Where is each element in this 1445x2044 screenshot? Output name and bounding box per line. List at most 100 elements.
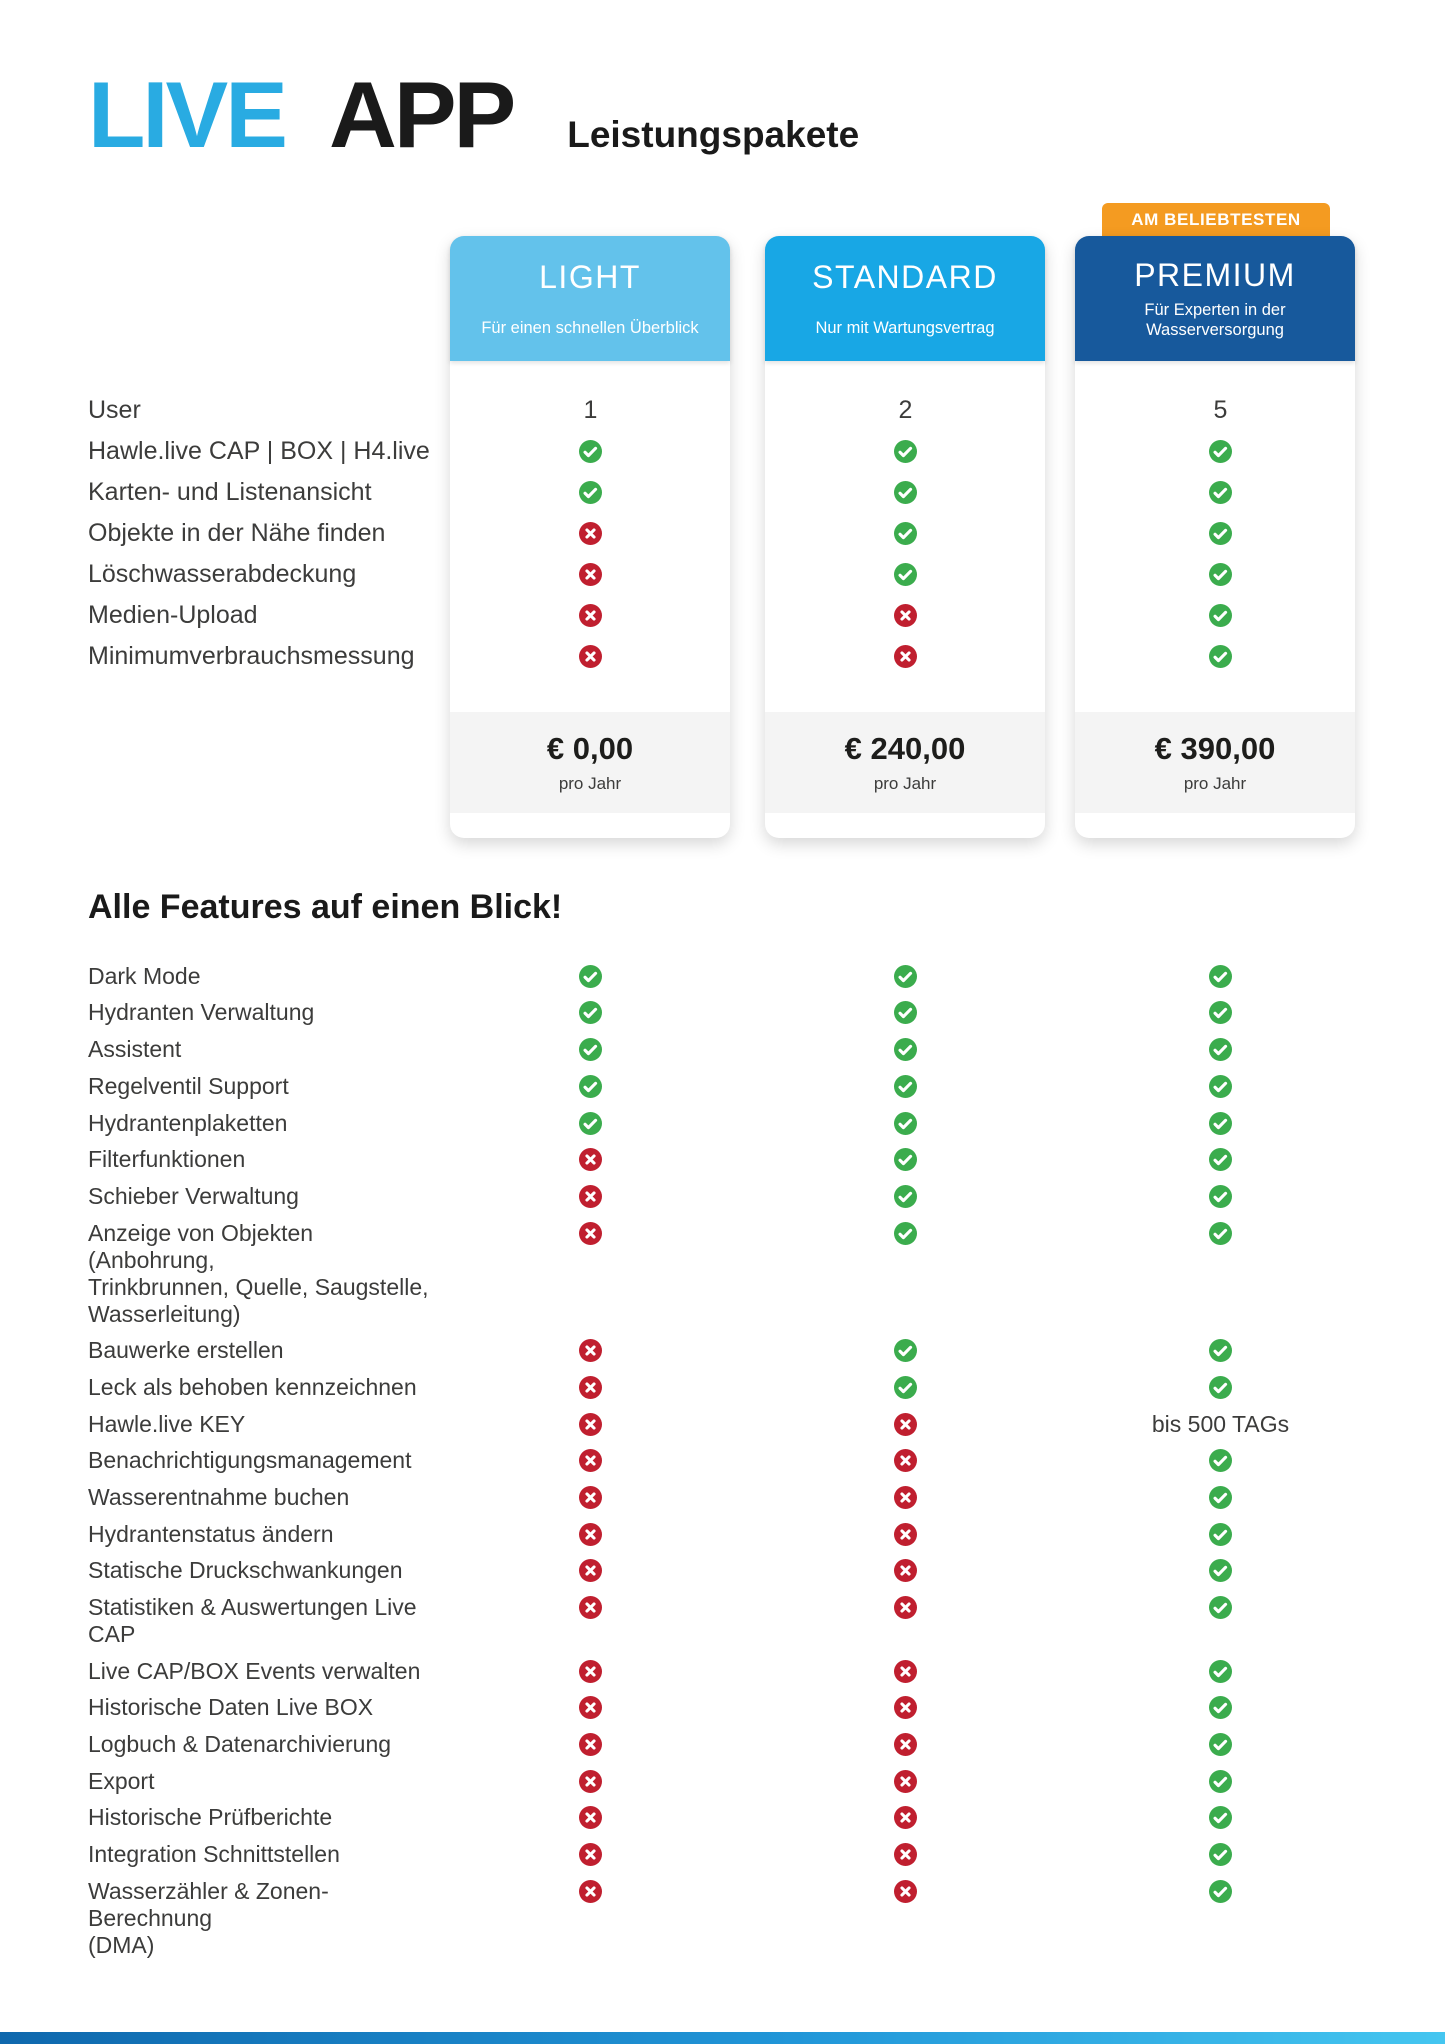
cross-icon	[579, 1221, 602, 1245]
feature-cell	[433, 1146, 748, 1173]
table-row: Wasserzähler & Zonen-Berechnung (DMA)	[0, 1873, 1445, 1964]
check-icon	[894, 1111, 917, 1135]
feature-label: Hawle.live CAP | BOX | H4.live	[88, 437, 430, 465]
feature-cell	[433, 522, 748, 545]
table-row: Statische Druckschwankungen	[0, 1553, 1445, 1590]
cross-icon	[894, 1449, 917, 1473]
feature-cell	[433, 1484, 748, 1511]
cross-icon	[579, 1769, 602, 1793]
feature-cell	[1063, 1146, 1378, 1173]
cross-icon	[579, 1148, 602, 1172]
feature-cell	[1063, 1557, 1378, 1584]
feature-cell	[748, 1337, 1063, 1364]
feature-cell	[1063, 999, 1378, 1026]
feature-cell	[748, 481, 1063, 504]
plan-card-light: LIGHT Für einen schnellen Überblick € 0,…	[450, 236, 730, 838]
table-row: Objekte in der Nähe finden	[0, 513, 1445, 554]
feature-cell	[433, 563, 748, 586]
feature-cell	[748, 645, 1063, 668]
cross-icon	[894, 1769, 917, 1793]
check-icon	[894, 1184, 917, 1208]
feature-cell	[748, 1594, 1063, 1621]
check-icon	[894, 964, 917, 988]
feature-cell	[1063, 963, 1378, 990]
plan-tagline: Für einen schnellen Überblick	[481, 319, 699, 337]
table-row: Karten- und Listenansicht	[0, 472, 1445, 513]
feature-cell	[433, 1557, 748, 1584]
feature-cell	[433, 1521, 748, 1548]
feature-cell	[748, 1374, 1063, 1401]
feature-cell	[1063, 1484, 1378, 1511]
feature-cell	[433, 1110, 748, 1137]
feature-cell	[433, 440, 748, 463]
feature-cell	[748, 1484, 1063, 1511]
plan-header-light: LIGHT Für einen schnellen Überblick	[450, 236, 730, 361]
feature-label: Logbuch & Datenarchivierung	[88, 1730, 392, 1757]
feature-cell	[433, 1374, 748, 1401]
feature-cell	[433, 1036, 748, 1063]
table-row: User 1 2 5	[0, 390, 1445, 431]
check-icon	[1209, 1339, 1232, 1363]
feature-cell	[748, 1841, 1063, 1868]
cross-icon	[579, 1522, 602, 1546]
feature-label: Regelventil Support	[88, 1072, 289, 1099]
table-row: Integration Schnittstellen	[0, 1836, 1445, 1873]
check-icon	[1209, 440, 1232, 463]
check-icon	[579, 440, 602, 463]
feature-cell	[433, 1658, 748, 1685]
plan-price-period: pro Jahr	[873, 774, 937, 793]
feature-cell	[433, 1447, 748, 1474]
check-icon	[1209, 1449, 1232, 1473]
cross-icon	[579, 1485, 602, 1509]
feature-cell	[748, 1768, 1063, 1795]
cross-icon	[579, 604, 602, 627]
feature-cell	[748, 1804, 1063, 1831]
check-icon	[894, 522, 917, 545]
feature-cell	[748, 1878, 1063, 1905]
feature-cell	[433, 1694, 748, 1721]
feature-cell	[433, 963, 748, 990]
feature-cell	[433, 1337, 748, 1364]
plan-tagline: Für Experten in der Wasserversorgung	[1144, 301, 1286, 339]
comparison-table: User 1 2 5 Hawle.live CAP | BOX | H4.live Kar…	[0, 390, 1445, 677]
feature-value: 2	[898, 396, 913, 424]
app-logo: LIVE APP Leistungspakete	[88, 68, 859, 162]
feature-label: Hydrantenplaketten	[88, 1109, 288, 1136]
cross-icon	[579, 1375, 602, 1399]
feature-cell	[1063, 645, 1378, 668]
check-icon	[1209, 481, 1232, 504]
feature-cell	[1063, 522, 1378, 545]
table-row: Wasserentnahme buchen	[0, 1479, 1445, 1516]
plan-name: LIGHT	[539, 259, 641, 295]
feature-cell	[748, 1658, 1063, 1685]
feature-label: Historische Prüfberichte	[88, 1804, 333, 1831]
cross-icon	[894, 1596, 917, 1620]
table-row: Live CAP/BOX Events verwalten	[0, 1653, 1445, 1690]
feature-cell: 5	[1063, 396, 1378, 425]
check-icon	[894, 1375, 917, 1399]
feature-cell	[748, 1073, 1063, 1100]
plan-price-period: pro Jahr	[558, 774, 622, 793]
plan-name: STANDARD	[812, 259, 998, 295]
check-icon	[1209, 1522, 1232, 1546]
feature-cell	[748, 440, 1063, 463]
check-icon	[1209, 645, 1232, 668]
feature-cell	[1063, 604, 1378, 627]
check-icon	[1209, 604, 1232, 627]
feature-cell	[1063, 1337, 1378, 1364]
cross-icon	[579, 1732, 602, 1756]
cross-icon	[894, 1522, 917, 1546]
cross-icon	[579, 1596, 602, 1620]
check-icon	[894, 1038, 917, 1062]
check-icon	[579, 481, 602, 504]
check-icon	[579, 964, 602, 988]
cross-icon	[579, 1806, 602, 1830]
check-icon	[894, 1221, 917, 1245]
table-row: Schieber Verwaltung	[0, 1178, 1445, 1215]
cross-icon	[894, 1659, 917, 1683]
feature-cell	[1063, 1521, 1378, 1548]
feature-cell: bis 500 TAGs	[1063, 1411, 1378, 1438]
table-row: Regelventil Support	[0, 1068, 1445, 1105]
feature-cell	[1063, 1073, 1378, 1100]
